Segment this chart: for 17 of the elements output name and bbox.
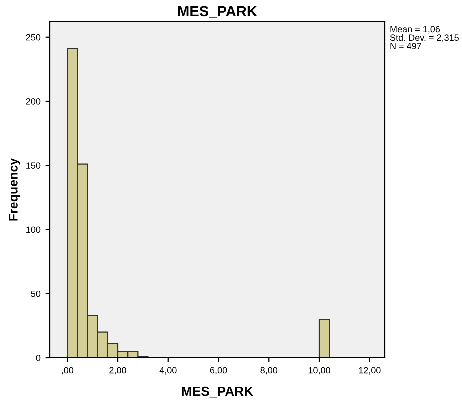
y-tick-label: 0	[36, 354, 41, 362]
text: Mean = 1,06 Std. Dev. = 2,315 N = 497	[390, 26, 459, 50]
x-tick-label: 12,00	[359, 367, 381, 375]
y-tick-label: 200	[26, 98, 41, 105]
x-axis-title: MES_PARK	[182, 386, 254, 398]
x-tick-label: 4,00	[160, 367, 177, 375]
x-tick-label: 10,00	[308, 367, 330, 375]
x-tick-label: 2,00	[110, 367, 126, 375]
y-tick-label: 50	[31, 290, 41, 298]
x-tick-label: 8,00	[260, 367, 278, 375]
chart-title: MES_PARK	[178, 6, 258, 18]
x-tick-label: ,00	[62, 367, 74, 375]
x-tick-label: 6,00	[210, 367, 228, 375]
y-tick-label: 150	[26, 162, 41, 169]
y-tick-label: 100	[26, 226, 41, 234]
y-tick-label: 250	[26, 34, 41, 41]
y-axis-title: Frequency	[9, 158, 20, 221]
